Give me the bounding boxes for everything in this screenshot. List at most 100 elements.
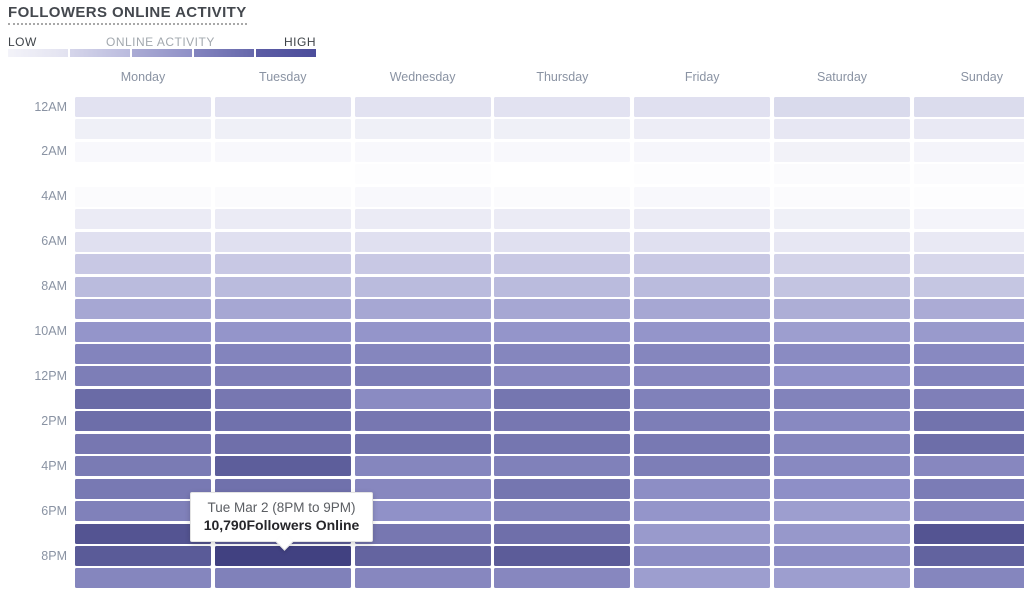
heatmap-cell[interactable] — [214, 141, 351, 162]
heatmap-cell[interactable] — [494, 388, 631, 409]
heatmap-cell[interactable] — [354, 186, 491, 207]
heatmap-cell[interactable] — [494, 366, 631, 387]
heatmap-cell[interactable] — [774, 97, 910, 117]
heatmap-cell[interactable] — [913, 388, 1024, 409]
heatmap-cell[interactable] — [774, 366, 910, 387]
heatmap-cell[interactable] — [354, 501, 491, 522]
heatmap-cell[interactable] — [75, 523, 211, 544]
heatmap-cell[interactable] — [354, 231, 491, 252]
heatmap-cell[interactable] — [494, 343, 631, 364]
heatmap-cell[interactable] — [354, 141, 491, 162]
heatmap-cell[interactable] — [354, 97, 491, 117]
heatmap-cell[interactable] — [494, 164, 631, 185]
heatmap-cell[interactable] — [75, 276, 211, 297]
heatmap-cell[interactable] — [75, 209, 211, 230]
heatmap-cell[interactable] — [913, 456, 1024, 477]
heatmap-cell[interactable] — [75, 501, 211, 522]
heatmap-cell[interactable] — [494, 501, 631, 522]
heatmap-cell[interactable] — [494, 456, 631, 477]
heatmap-cell[interactable] — [774, 343, 910, 364]
heatmap-cell[interactable] — [494, 568, 631, 589]
heatmap-cell[interactable] — [494, 546, 631, 566]
heatmap-cell[interactable] — [494, 209, 631, 230]
heatmap-cell[interactable] — [75, 299, 211, 320]
heatmap-cell[interactable] — [75, 411, 211, 432]
heatmap-cell[interactable] — [634, 343, 771, 364]
heatmap-cell[interactable] — [214, 299, 351, 320]
heatmap-cell[interactable] — [354, 343, 491, 364]
heatmap-cell[interactable] — [913, 231, 1024, 252]
heatmap-cell[interactable] — [75, 186, 211, 207]
heatmap-cell[interactable] — [774, 209, 910, 230]
heatmap-cell[interactable] — [214, 186, 351, 207]
heatmap-cell[interactable] — [354, 388, 491, 409]
heatmap-cell[interactable] — [634, 501, 771, 522]
heatmap-cell[interactable] — [494, 97, 631, 117]
heatmap-cell[interactable] — [354, 254, 491, 275]
heatmap-cell[interactable] — [214, 568, 351, 589]
heatmap-cell[interactable] — [913, 343, 1024, 364]
heatmap-cell[interactable] — [634, 523, 771, 544]
heatmap-cell[interactable] — [913, 321, 1024, 342]
heatmap-cell[interactable] — [634, 164, 771, 185]
heatmap-cell[interactable] — [354, 478, 491, 499]
heatmap-cell[interactable] — [774, 276, 910, 297]
heatmap-cell[interactable] — [634, 119, 771, 140]
heatmap-cell[interactable] — [354, 276, 491, 297]
heatmap-cell[interactable] — [354, 119, 491, 140]
heatmap-cell[interactable] — [354, 366, 491, 387]
heatmap-cell[interactable] — [214, 411, 351, 432]
heatmap-cell[interactable] — [913, 254, 1024, 275]
heatmap-cell[interactable] — [634, 209, 771, 230]
heatmap-cell[interactable] — [774, 119, 910, 140]
heatmap-cell[interactable] — [913, 209, 1024, 230]
heatmap-cell[interactable] — [913, 501, 1024, 522]
heatmap-cell[interactable] — [214, 388, 351, 409]
heatmap-cell[interactable] — [214, 546, 351, 566]
heatmap-cell[interactable] — [354, 209, 491, 230]
heatmap-cell[interactable] — [634, 366, 771, 387]
chart-title[interactable]: FOLLOWERS ONLINE ACTIVITY — [8, 4, 247, 25]
heatmap-cell[interactable] — [75, 478, 211, 499]
heatmap-cell[interactable] — [494, 299, 631, 320]
heatmap-cell[interactable] — [774, 231, 910, 252]
heatmap-cell[interactable] — [774, 299, 910, 320]
heatmap-cell[interactable] — [634, 568, 771, 589]
heatmap-cell[interactable] — [634, 411, 771, 432]
heatmap-cell[interactable] — [214, 456, 351, 477]
heatmap-cell[interactable] — [494, 321, 631, 342]
heatmap-cell[interactable] — [774, 523, 910, 544]
heatmap-cell[interactable] — [494, 478, 631, 499]
heatmap-cell[interactable] — [214, 97, 351, 117]
heatmap-cell[interactable] — [913, 433, 1024, 454]
heatmap-cell[interactable] — [75, 254, 211, 275]
heatmap-cell[interactable] — [913, 411, 1024, 432]
heatmap-cell[interactable] — [774, 411, 910, 432]
heatmap-cell[interactable] — [494, 523, 631, 544]
heatmap-cell[interactable] — [214, 119, 351, 140]
heatmap-cell[interactable] — [75, 343, 211, 364]
heatmap-cell[interactable] — [494, 433, 631, 454]
heatmap-cell[interactable] — [75, 321, 211, 342]
heatmap-cell[interactable] — [913, 97, 1024, 117]
heatmap-cell[interactable] — [75, 366, 211, 387]
heatmap-cell[interactable] — [354, 523, 491, 544]
heatmap-cell[interactable] — [75, 231, 211, 252]
heatmap-cell[interactable] — [214, 164, 351, 185]
heatmap-cell[interactable] — [634, 433, 771, 454]
heatmap-cell[interactable] — [634, 141, 771, 162]
heatmap-cell[interactable] — [913, 119, 1024, 140]
heatmap-cell[interactable] — [634, 321, 771, 342]
heatmap-cell[interactable] — [75, 568, 211, 589]
heatmap-cell[interactable] — [913, 141, 1024, 162]
heatmap-cell[interactable] — [913, 523, 1024, 544]
heatmap-cell[interactable] — [634, 478, 771, 499]
heatmap-cell[interactable] — [913, 186, 1024, 207]
heatmap-cell[interactable] — [913, 366, 1024, 387]
heatmap-cell[interactable] — [634, 456, 771, 477]
heatmap-cell[interactable] — [75, 97, 211, 117]
heatmap-cell[interactable] — [634, 186, 771, 207]
heatmap-cell[interactable] — [634, 97, 771, 117]
heatmap-cell[interactable] — [913, 546, 1024, 566]
heatmap-cell[interactable] — [75, 456, 211, 477]
